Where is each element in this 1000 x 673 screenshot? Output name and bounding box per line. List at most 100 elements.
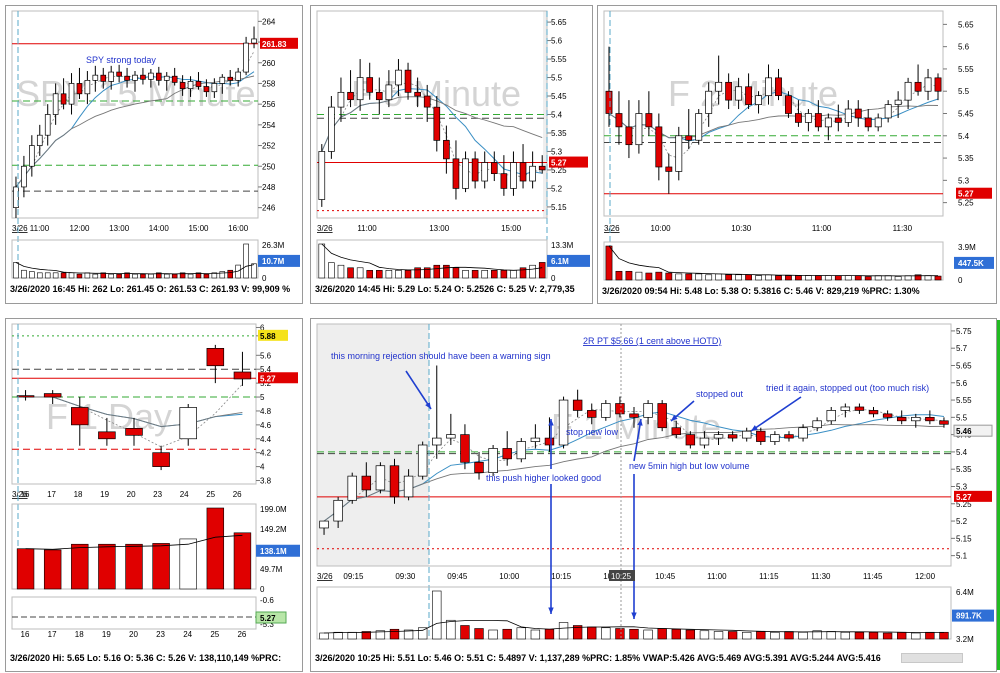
spy-volume-bar	[52, 272, 59, 279]
spy-candle-body	[100, 74, 107, 82]
f-2min-chart-panel[interactable]: F 2 Minute 5.65 5.6 5.55 5.5 5.45 5.4 5.35 5.3 5.…	[597, 5, 997, 304]
f1d-time-tick-label: 23	[153, 490, 162, 499]
f2-volume-bar	[645, 272, 653, 281]
f1-time-tick-label: 10:15	[551, 572, 572, 581]
spy-candle-body	[195, 81, 202, 87]
spy-volume-bar	[179, 272, 186, 279]
f2-candle-body	[685, 135, 693, 141]
f1d-sub-frame	[11, 596, 257, 630]
spy-candle-body	[132, 74, 138, 81]
f2-candle-body	[934, 77, 942, 92]
spy-volume-bar	[76, 273, 83, 279]
f2-candle-body	[864, 117, 872, 128]
f1-volume-bar	[530, 629, 541, 640]
f1-volume-bar	[826, 631, 836, 640]
spy-volume-bar	[243, 243, 249, 279]
f1-candle-body	[615, 403, 625, 415]
spy-candle-body	[116, 71, 122, 77]
f1-new-high-arrow-up	[633, 418, 642, 462]
spy-annotation-text: SPY strong today	[86, 55, 156, 65]
f1-candle-body	[798, 427, 808, 439]
f2-volume-bar	[934, 275, 942, 281]
spy-time-tick-label: 14:00	[149, 224, 170, 233]
f5-volume-bar	[519, 267, 527, 279]
f1d-volume-bar	[206, 507, 225, 590]
f1-price-tick-label: 5.4	[956, 448, 968, 457]
f1d-price-tick-label: 4.6	[260, 421, 272, 430]
f1-volume-bar	[925, 631, 935, 640]
f2-volume-bar	[884, 275, 892, 281]
f1d-volume-bar	[71, 543, 89, 590]
f1-volume-bar	[319, 632, 329, 640]
f1-horizontal-scrollbar[interactable]	[901, 653, 963, 663]
f2-volume-bar	[655, 271, 663, 281]
spy-candle-body	[163, 75, 170, 81]
f5-volume-bar	[318, 243, 326, 279]
spy-candle-body	[148, 72, 154, 80]
f1-candle-body	[389, 465, 400, 498]
f1-candle-body	[488, 448, 498, 474]
spy-price-tick-label: 252	[262, 142, 276, 151]
f2-candle-body	[804, 113, 812, 123]
f1-volume-bar	[361, 631, 371, 640]
f1-price-tick-label: 5.55	[956, 396, 972, 405]
f2-volume-bar	[775, 275, 782, 281]
spy-volume-bar	[100, 272, 107, 279]
f1-new-high-arrow-up-head	[637, 419, 643, 426]
f2-candle-body	[655, 126, 663, 168]
spy-candle-body	[251, 38, 257, 44]
f5-candle-body	[423, 95, 431, 108]
f2-candle-body	[854, 108, 862, 119]
active-panel-indicator	[997, 320, 1000, 670]
f1-volume-bar	[375, 630, 386, 640]
f1d-time-tick-label: 18	[74, 490, 83, 499]
f1-candle-body	[939, 420, 949, 425]
f1-volume-bar	[587, 626, 597, 640]
f1-volume-bar	[488, 629, 498, 640]
f1d-price-tick-label: 3.8	[260, 477, 272, 486]
spy-volume-bar	[132, 273, 138, 279]
f1-volume-bar	[685, 629, 696, 640]
f1-push-higher-arrow-down-head	[548, 607, 554, 614]
spy-15min-chart-panel[interactable]: SPY 15 Minute264262260258256254252250248…	[5, 5, 303, 304]
f1d-sub-tick-label: -5.3	[260, 620, 274, 629]
f5-volume-bar	[385, 270, 393, 279]
f1d-price-tick-label: 4.8	[260, 407, 272, 416]
spy-price-tick-label: 264	[262, 17, 276, 26]
f1-candle-body	[417, 444, 428, 477]
f1d-candle-body	[125, 427, 143, 436]
f5-price-tick-label: 5.25	[551, 166, 567, 175]
f2-price-tick-label: 5.4	[958, 132, 970, 141]
f1-candle-body	[812, 420, 822, 429]
f-1day-chart-panel[interactable]: F 1 Day 65.88 5.6 5.4 5.2 5 4.8 4.6 4.4 4.2 4 3.8 5.…	[5, 318, 303, 672]
f1-volume-bar	[699, 630, 710, 640]
f1-price-tick-label: 5.2	[956, 517, 968, 526]
f-5min-chart-panel[interactable]: F 5 Minute 5.65 5.6 5.55 5.5 5.45 5.4 5.35 5.3 5.…	[310, 5, 593, 304]
f1-candle-body	[868, 410, 879, 415]
f2-time-tick-label: 11:00	[812, 224, 832, 233]
f1-rejection-annotation: this morning rejection should have been …	[331, 351, 551, 361]
f2-candle-body	[844, 108, 852, 123]
f2-time-tick-label: 10:30	[731, 224, 752, 233]
f5-volume-avg-line	[321, 243, 543, 271]
f1d-high-price-tag: 5.88	[260, 332, 276, 341]
f5-volume-bar	[376, 270, 383, 279]
f1d-last-price-tag-bg	[258, 372, 298, 384]
f2-volume-bar	[805, 275, 812, 281]
f2-status-bar: 3/26/2020 09:54 Hi: 5.48 Lo: 5.38 O: 5.3…	[602, 286, 920, 296]
f5-candle-body	[462, 158, 469, 189]
f1-premarket-shade	[317, 324, 429, 566]
f2-volume-bar	[695, 273, 703, 281]
f5-volume-bar	[471, 270, 479, 279]
f-1min-chart-panel[interactable]: F 1 Minute5.755.75.655.65.555.55.455.45.…	[310, 318, 997, 672]
f1-candle-body	[699, 437, 710, 446]
f5-candle-body	[481, 162, 489, 182]
f2-candle-body	[924, 77, 932, 92]
f1d-candle-body	[152, 452, 170, 467]
f5-volume-bar	[414, 267, 421, 279]
f1-candle-body	[840, 406, 851, 411]
f5-volume-bar	[510, 270, 517, 279]
f1-volume-bar	[882, 632, 893, 640]
f1-rejection-arrow-head	[425, 402, 431, 409]
f1d-time-tick-label: 25	[206, 490, 215, 499]
